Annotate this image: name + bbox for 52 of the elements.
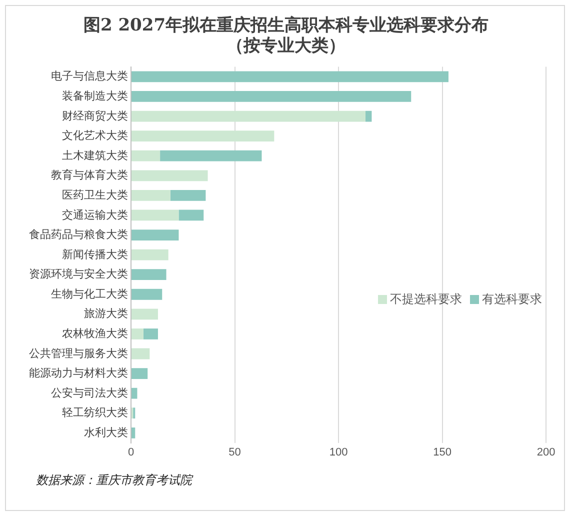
x-tick-label: 100	[329, 446, 348, 458]
x-tick-label: 150	[433, 446, 452, 458]
y-tick-label: 轻工纺织大类	[62, 406, 128, 420]
y-tick-label: 公共管理与服务大类	[29, 346, 128, 360]
x-tick-label: 50	[228, 446, 241, 458]
x-tick-label: 0	[128, 446, 134, 458]
y-tick-label: 土木建筑大类	[62, 148, 128, 162]
bar	[132, 348, 150, 360]
legend-label: 不提选科要求	[390, 292, 462, 306]
bar	[178, 210, 204, 221]
y-tick-label: 能源动力与材料大类	[29, 366, 128, 380]
bar	[365, 110, 372, 122]
bar	[132, 170, 208, 182]
bar	[132, 308, 158, 320]
chart-subtitle: （按专业大类）	[226, 36, 346, 56]
source-note: 数据来源：重庆市教育考试院	[36, 472, 192, 489]
y-tick-label: 生物与化工大类	[51, 287, 128, 300]
y-tick-label: 食品药品与粮食大类	[29, 228, 128, 242]
bar	[132, 427, 136, 438]
y-tick-label: 农林牧渔大类	[62, 326, 128, 340]
y-tick-label: 财经商贸大类	[62, 109, 128, 122]
bar	[132, 210, 179, 221]
y-tick-label: 电子与信息大类	[51, 70, 128, 83]
bar	[132, 190, 170, 201]
y-tick-label: 水利大类	[84, 426, 128, 439]
bar	[160, 150, 262, 162]
bar	[132, 150, 160, 162]
y-tick-label: 教育与体育大类	[51, 168, 128, 182]
y-tick-label: 公安与司法大类	[51, 386, 128, 400]
bar	[132, 249, 168, 260]
bar	[170, 190, 206, 201]
bar	[143, 328, 158, 340]
chart-title: 图2 2027年拟在重庆招生高职本科专业选科要求分布	[83, 16, 489, 36]
y-tick-label: 新闻传播大类	[62, 248, 128, 261]
y-tick-label: 交通运输大类	[62, 208, 128, 222]
legend-label: 有选科要求	[482, 292, 542, 306]
bar	[132, 130, 274, 142]
bar	[132, 71, 448, 82]
y-tick-label: 装备制造大类	[62, 90, 128, 103]
bar	[132, 368, 148, 379]
bar	[132, 288, 162, 300]
y-tick-label: 文化艺术大类	[62, 129, 128, 142]
x-tick-label: 200	[536, 446, 556, 458]
bar	[132, 230, 179, 240]
bar	[132, 328, 144, 340]
bar	[132, 388, 138, 399]
y-tick-label: 旅游大类	[84, 307, 128, 320]
bar	[132, 110, 366, 122]
bar	[132, 269, 166, 280]
y-tick-label: 医药卫生大类	[62, 188, 128, 202]
y-tick-label: 资源环境与安全大类	[29, 268, 128, 281]
bar	[132, 91, 412, 102]
